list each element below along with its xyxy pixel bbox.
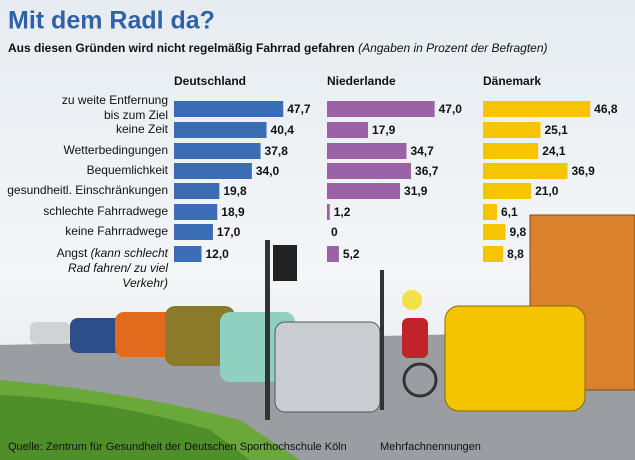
value-label: 1,2 xyxy=(334,205,351,219)
value-label: 36,7 xyxy=(415,164,439,178)
value-label: 47,7 xyxy=(287,102,311,116)
value-label: 46,8 xyxy=(594,102,618,116)
category-label: zu weite Entfernung bis zum Ziel xyxy=(61,93,168,122)
bar xyxy=(174,183,220,199)
category-name: Angst xyxy=(56,246,88,260)
category-label: schlechte Fahrradwege xyxy=(43,204,168,218)
category-label: Bequemlichkeit xyxy=(86,163,168,177)
panel-header: Dänemark xyxy=(483,74,541,88)
category-label: keine Zeit xyxy=(115,122,168,136)
value-label: 8,8 xyxy=(507,247,524,261)
subtitle-text: Aus diesen Gründen wird nicht regelmäßig… xyxy=(8,41,355,55)
value-label: 19,8 xyxy=(223,184,247,198)
bar xyxy=(483,143,539,159)
value-label: 40,4 xyxy=(271,123,295,137)
bar xyxy=(483,183,532,199)
panel-header: Niederlande xyxy=(327,74,396,88)
bar xyxy=(174,204,218,220)
panel-header: Deutschland xyxy=(174,74,246,88)
category-label: gesundheitl. Einschränkungen xyxy=(7,183,168,197)
value-label: 17,0 xyxy=(217,225,241,239)
value-label: 25,1 xyxy=(544,123,568,137)
value-label: 6,1 xyxy=(501,205,518,219)
bar xyxy=(327,246,339,262)
value-label: 9,8 xyxy=(509,225,526,239)
value-label: 31,9 xyxy=(404,184,428,198)
source: Quelle: Zentrum für Gesundheit der Deuts… xyxy=(8,441,347,453)
street-scene xyxy=(0,214,635,460)
value-label: 34,0 xyxy=(256,164,280,178)
value-label: 47,0 xyxy=(439,102,463,116)
bar xyxy=(174,224,213,240)
bar xyxy=(327,143,407,159)
bar xyxy=(174,143,261,159)
value-label: 18,9 xyxy=(221,205,245,219)
subtitle: Aus diesen Gründen wird nicht regelmäßig… xyxy=(8,41,548,55)
bar xyxy=(483,101,591,117)
value-label: 36,9 xyxy=(572,164,596,178)
category-label: Angst (kann schlecht Rad fahren/ zu viel… xyxy=(46,246,168,291)
bar xyxy=(483,204,497,220)
value-label: 5,2 xyxy=(343,247,360,261)
bar xyxy=(327,101,435,117)
note: Mehrfachnennungen xyxy=(380,441,481,453)
bar xyxy=(483,224,506,240)
value-label: 12,0 xyxy=(205,247,229,261)
value-label: 24,1 xyxy=(542,144,566,158)
bar xyxy=(327,163,412,179)
value-label: 17,9 xyxy=(372,123,396,137)
value-label: 0 xyxy=(331,225,338,239)
value-label: 34,7 xyxy=(410,144,434,158)
category-note: (kann schlecht Rad fahren/ zu viel Verke… xyxy=(67,246,168,290)
subtitle-note: (Angaben in Prozent der Befragten) xyxy=(358,41,547,55)
bar xyxy=(483,163,568,179)
bar xyxy=(327,204,330,220)
category-label: Wetterbedingungen xyxy=(63,143,168,157)
bar xyxy=(174,101,284,117)
bar xyxy=(327,183,401,199)
value-label: 37,8 xyxy=(265,144,289,158)
bar xyxy=(483,122,541,138)
bar xyxy=(483,246,504,262)
bar xyxy=(174,122,267,138)
bar xyxy=(327,122,368,138)
bar xyxy=(174,246,202,262)
title: Mit dem Radl da? xyxy=(8,7,215,35)
category-label: keine Fahrradwege xyxy=(65,224,168,238)
bar xyxy=(174,163,252,179)
value-label: 21,0 xyxy=(535,184,559,198)
